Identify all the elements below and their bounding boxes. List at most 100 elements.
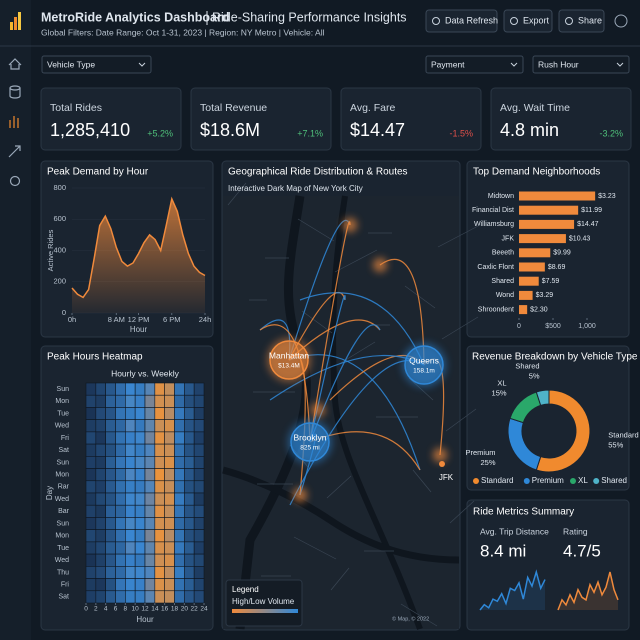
heat-cell <box>174 480 185 494</box>
heat-cell <box>174 382 185 396</box>
heat-cell <box>85 407 97 420</box>
heat-cell <box>193 578 205 592</box>
heat-cell <box>164 456 175 469</box>
heat-cell <box>85 394 97 408</box>
heat-cell <box>134 590 146 604</box>
profile-icon[interactable] <box>614 14 628 28</box>
row-label: Sat <box>58 594 69 601</box>
heat-cell <box>154 590 165 604</box>
chart-title: Revenue Breakdown by Vehicle Type <box>472 352 638 363</box>
trends-icon[interactable] <box>8 145 21 158</box>
heat-cell <box>144 578 156 592</box>
map-node[interactable] <box>439 461 445 467</box>
heat-cell <box>134 492 146 506</box>
settings-icon[interactable] <box>9 175 21 187</box>
reports-icon[interactable] <box>9 116 19 128</box>
kpi-change: -1.5% <box>449 128 473 138</box>
heat-cell <box>85 504 97 518</box>
bar-label: $3.29 <box>536 292 554 299</box>
heat-cell <box>134 578 146 592</box>
node-label[interactable]: Queens <box>409 355 439 365</box>
kpi-change: -3.2% <box>599 128 623 138</box>
heat-cell <box>85 382 97 396</box>
y-tick-label: 200 <box>53 277 66 286</box>
node-detail: 158.1m <box>413 368 435 375</box>
heat-cell <box>154 578 165 592</box>
dropdown-label[interactable]: Payment <box>431 59 465 69</box>
header-button[interactable] <box>425 9 498 33</box>
row-label: Mon <box>55 533 69 540</box>
chart-subtitle: Hourly vs. Weekly <box>111 368 180 378</box>
heat-cell <box>144 590 156 604</box>
heat-cell <box>193 456 205 469</box>
map-node[interactable] <box>290 422 330 462</box>
heat-cell <box>144 504 156 518</box>
heat-cell <box>115 419 126 433</box>
heat-cell <box>125 394 136 408</box>
heat-cell <box>164 517 175 530</box>
x-axis-label: Hour <box>130 325 148 334</box>
heat-cell <box>85 590 97 604</box>
heat-cell <box>115 443 126 457</box>
dropdown[interactable] <box>532 55 630 74</box>
row-label: Thu <box>57 569 69 576</box>
legend-swatch <box>523 478 530 484</box>
heat-cell <box>193 590 205 604</box>
heat-cell <box>174 541 185 555</box>
heat-cell <box>184 443 195 457</box>
sparkline-fill <box>480 572 545 610</box>
node-label[interactable]: Manhattan <box>269 350 309 360</box>
heat-cell <box>105 394 116 408</box>
sparkline-fill <box>558 572 618 610</box>
dropdown-chevron <box>616 62 624 67</box>
x-tick-label: 14 <box>151 606 159 613</box>
heat-cell <box>115 382 126 396</box>
header-button[interactable] <box>558 9 605 33</box>
y-axis-label: Active Rides <box>46 229 55 271</box>
x-tick-label: 24h <box>199 315 212 324</box>
heat-cell <box>95 407 106 420</box>
row-label: Wed <box>55 423 69 430</box>
dropdown-chevron <box>510 62 518 67</box>
heat-cell <box>184 504 195 518</box>
heat-cell <box>164 566 175 579</box>
heat-cell <box>85 431 97 445</box>
x-tick-label: 1,000 <box>578 323 596 330</box>
sidebar-icons[interactable] <box>8 58 22 187</box>
dropdown[interactable] <box>425 55 524 74</box>
node-label[interactable]: Brooklyn <box>293 432 326 442</box>
heat-cell <box>164 419 175 433</box>
heat-cell <box>125 541 136 555</box>
button-label[interactable]: Data Refresh <box>445 15 498 25</box>
heat-cell <box>105 468 116 482</box>
heat-cell <box>95 566 106 579</box>
node-label[interactable]: JFK <box>439 473 454 482</box>
map-node[interactable] <box>404 345 444 385</box>
map-node[interactable] <box>269 340 309 380</box>
dropdown[interactable] <box>41 55 152 74</box>
button-icon <box>565 17 573 25</box>
heat-cell <box>125 480 136 494</box>
legend-title: Legend <box>232 585 259 594</box>
heat-cell <box>154 553 165 567</box>
heat-cell <box>95 431 106 445</box>
header-button[interactable] <box>503 9 553 33</box>
map-credit: © Map, © 2022 <box>392 615 429 622</box>
heat-cell <box>85 480 97 494</box>
button-label[interactable]: Export <box>523 15 550 25</box>
card <box>490 87 632 151</box>
header-filters: Global Filters: Date Range: Oct 1-31, 20… <box>41 27 325 37</box>
dropdown-label[interactable]: Vehicle Type <box>47 59 95 69</box>
card-title: Ride Metrics Summary <box>473 507 574 518</box>
heat-cell <box>85 443 97 457</box>
home-icon[interactable] <box>8 58 22 70</box>
road <box>330 567 350 591</box>
dropdown-label[interactable]: Rush Hour <box>538 59 579 69</box>
heat-cell <box>184 553 195 567</box>
heat-cell <box>193 517 205 530</box>
bar-label: $9.99 <box>553 250 571 257</box>
button-label[interactable]: Share <box>578 15 602 25</box>
road <box>400 603 438 627</box>
heat-cell <box>174 590 185 604</box>
